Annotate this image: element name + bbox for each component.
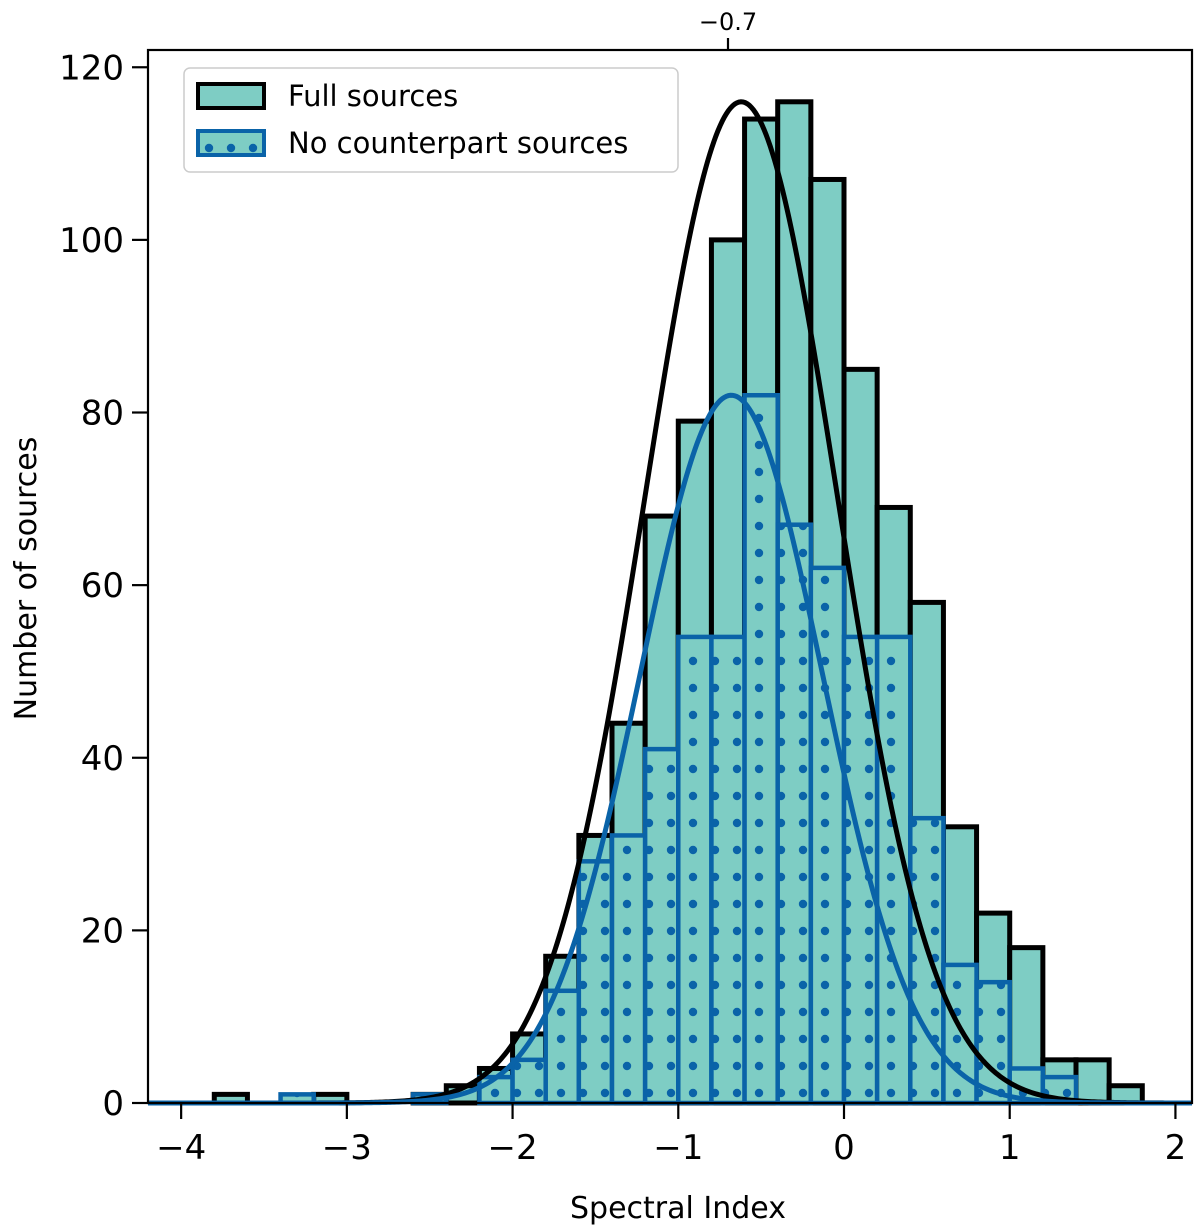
bar-no-counterpart-sources-6 bbox=[609, 833, 648, 1106]
x-tick-label-6: 2 bbox=[1165, 1128, 1187, 1168]
bar-no-counterpart-sources-8 bbox=[676, 634, 714, 1106]
bar-no-counterpart-sources-15 bbox=[908, 815, 946, 1106]
plot-frame bbox=[146, 48, 1194, 1105]
x-axis-ticks: −4 −3 −2 −1 0 1 2 bbox=[156, 1103, 1186, 1168]
legend: Full sources No counterpart sources bbox=[183, 67, 679, 173]
bar-no-counterpart-sources-9 bbox=[709, 634, 747, 1106]
x-tick-label-3: −1 bbox=[653, 1128, 703, 1168]
y-tick-label-2: 40 bbox=[81, 739, 124, 779]
bar-no-counterpart-sources-11 bbox=[775, 522, 814, 1106]
y-tick-label-4: 80 bbox=[81, 394, 124, 434]
y-tick-label-6: 120 bbox=[59, 48, 124, 88]
x-tick-label-1: −3 bbox=[322, 1128, 372, 1168]
bar-no-counterpart-sources-10 bbox=[742, 392, 780, 1106]
bar-no-counterpart-sources-5 bbox=[576, 859, 615, 1106]
y-tick-label-0: 0 bbox=[102, 1084, 124, 1124]
bar-no-counterpart-sources-3 bbox=[510, 1057, 548, 1106]
x-tick-label-2: −2 bbox=[488, 1128, 538, 1168]
y-axis-label: Number of sources bbox=[9, 437, 44, 721]
legend-swatch-full-sources bbox=[196, 82, 266, 110]
x-tick-label-0: −4 bbox=[156, 1128, 206, 1168]
y-tick-label-1: 20 bbox=[81, 911, 124, 951]
legend-swatch-no-counterpart bbox=[196, 129, 266, 157]
bar-no-counterpart-sources-7 bbox=[642, 746, 681, 1106]
legend-box bbox=[183, 67, 679, 173]
bar-full-sources-22 bbox=[1073, 1057, 1112, 1106]
legend-label-no-counterpart: No counterpart sources bbox=[288, 126, 628, 160]
top-tick-label: −0.7 bbox=[699, 8, 757, 36]
y-axis-ticks: 0 20 40 60 80 100 120 bbox=[59, 48, 148, 1124]
x-tick-label-5: 1 bbox=[999, 1128, 1021, 1168]
y-tick-label-5: 100 bbox=[59, 221, 124, 261]
x-tick-label-4: 0 bbox=[833, 1128, 855, 1168]
y-tick-label-3: 60 bbox=[81, 566, 124, 606]
bar-no-counterpart-sources-17 bbox=[974, 979, 1012, 1106]
bar-no-counterpart-sources-2 bbox=[477, 1074, 515, 1106]
legend-label-full-sources: Full sources bbox=[288, 79, 458, 113]
top-axis-ticks: −0.7 bbox=[699, 8, 757, 50]
x-axis-label: Spectral Index bbox=[570, 1191, 786, 1226]
